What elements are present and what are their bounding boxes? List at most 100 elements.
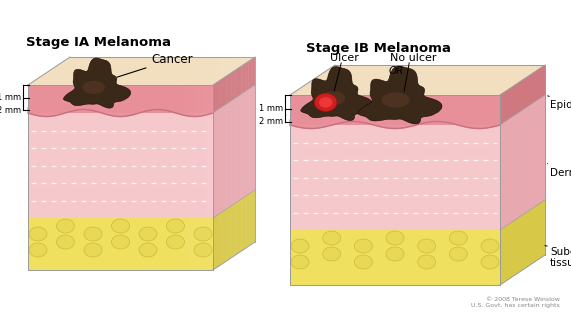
Polygon shape (28, 113, 213, 218)
Bar (164, 52, 170, 275)
Polygon shape (28, 218, 213, 270)
Bar (205, 52, 213, 275)
Polygon shape (290, 125, 500, 230)
Ellipse shape (323, 231, 341, 245)
Bar (222, 52, 228, 275)
Polygon shape (500, 200, 545, 285)
Ellipse shape (57, 235, 74, 249)
Bar (241, 52, 249, 275)
Polygon shape (213, 57, 255, 113)
Ellipse shape (449, 247, 467, 261)
Bar (246, 52, 252, 275)
Ellipse shape (321, 91, 345, 105)
Bar (231, 52, 238, 275)
Ellipse shape (29, 243, 47, 257)
Bar (236, 52, 242, 275)
Bar (190, 52, 199, 275)
Bar (198, 52, 203, 275)
Bar (202, 52, 208, 275)
Bar (241, 52, 247, 275)
Text: Subcutaneous
tissue: Subcutaneous tissue (545, 246, 571, 268)
Text: No ulcer: No ulcer (390, 53, 436, 63)
Bar (248, 52, 256, 275)
Bar (227, 52, 235, 275)
Polygon shape (301, 67, 373, 121)
Polygon shape (28, 57, 255, 85)
Bar (154, 52, 160, 275)
Text: 2 mm: 2 mm (0, 106, 21, 115)
Ellipse shape (449, 231, 467, 245)
Text: Ulcer: Ulcer (330, 53, 359, 63)
Bar (217, 52, 223, 275)
Bar (263, 52, 271, 275)
Text: Cancer: Cancer (117, 53, 193, 77)
Bar (270, 52, 276, 275)
Polygon shape (290, 230, 500, 285)
Bar (212, 52, 218, 275)
Ellipse shape (194, 243, 212, 257)
Bar (266, 52, 271, 275)
Bar (168, 52, 174, 275)
Polygon shape (213, 85, 255, 218)
Bar (234, 52, 242, 275)
Polygon shape (290, 120, 500, 129)
Ellipse shape (291, 255, 309, 269)
Text: Stage IB Melanoma: Stage IB Melanoma (305, 42, 451, 55)
Bar (168, 52, 176, 275)
Text: 1 mm: 1 mm (259, 104, 283, 113)
Bar (149, 52, 155, 275)
Bar (130, 52, 135, 275)
Bar (251, 52, 256, 275)
Text: 2 mm: 2 mm (259, 117, 283, 127)
Polygon shape (500, 95, 545, 230)
Polygon shape (28, 85, 213, 113)
Polygon shape (358, 66, 442, 124)
Bar (159, 52, 164, 275)
Bar (227, 52, 232, 275)
Bar (192, 52, 199, 275)
Bar (161, 52, 170, 275)
Bar (174, 52, 179, 275)
Ellipse shape (315, 93, 337, 112)
Ellipse shape (386, 231, 404, 245)
Polygon shape (213, 190, 255, 270)
Polygon shape (290, 95, 500, 125)
Bar (139, 52, 145, 275)
Text: © 2008 Terese Winslow
U.S. Govt. has certain rights: © 2008 Terese Winslow U.S. Govt. has cer… (471, 297, 560, 308)
Bar (256, 52, 262, 275)
Bar (255, 52, 264, 275)
Ellipse shape (194, 227, 212, 241)
Ellipse shape (139, 243, 157, 257)
Text: Stage IA Melanoma: Stage IA Melanoma (26, 36, 171, 49)
Polygon shape (63, 58, 131, 108)
Ellipse shape (82, 81, 105, 94)
Text: OR: OR (388, 66, 404, 76)
Ellipse shape (111, 235, 130, 249)
Bar (176, 52, 184, 275)
Bar (183, 52, 191, 275)
Bar (178, 52, 184, 275)
Ellipse shape (167, 235, 184, 249)
Text: Dermis: Dermis (548, 164, 571, 177)
Ellipse shape (417, 239, 436, 253)
Text: Epidermis: Epidermis (548, 96, 571, 110)
Ellipse shape (386, 247, 404, 261)
Ellipse shape (323, 247, 341, 261)
Polygon shape (290, 65, 545, 95)
Ellipse shape (481, 255, 499, 269)
Ellipse shape (381, 93, 410, 108)
Ellipse shape (139, 227, 157, 241)
Ellipse shape (57, 219, 74, 233)
Ellipse shape (167, 219, 184, 233)
Bar (219, 52, 227, 275)
Bar (144, 52, 150, 275)
Ellipse shape (111, 219, 130, 233)
Ellipse shape (417, 255, 436, 269)
Polygon shape (500, 65, 545, 125)
Ellipse shape (355, 239, 372, 253)
Bar (188, 52, 194, 275)
Ellipse shape (84, 227, 102, 241)
Bar (212, 52, 220, 275)
Ellipse shape (291, 239, 309, 253)
Ellipse shape (355, 255, 372, 269)
